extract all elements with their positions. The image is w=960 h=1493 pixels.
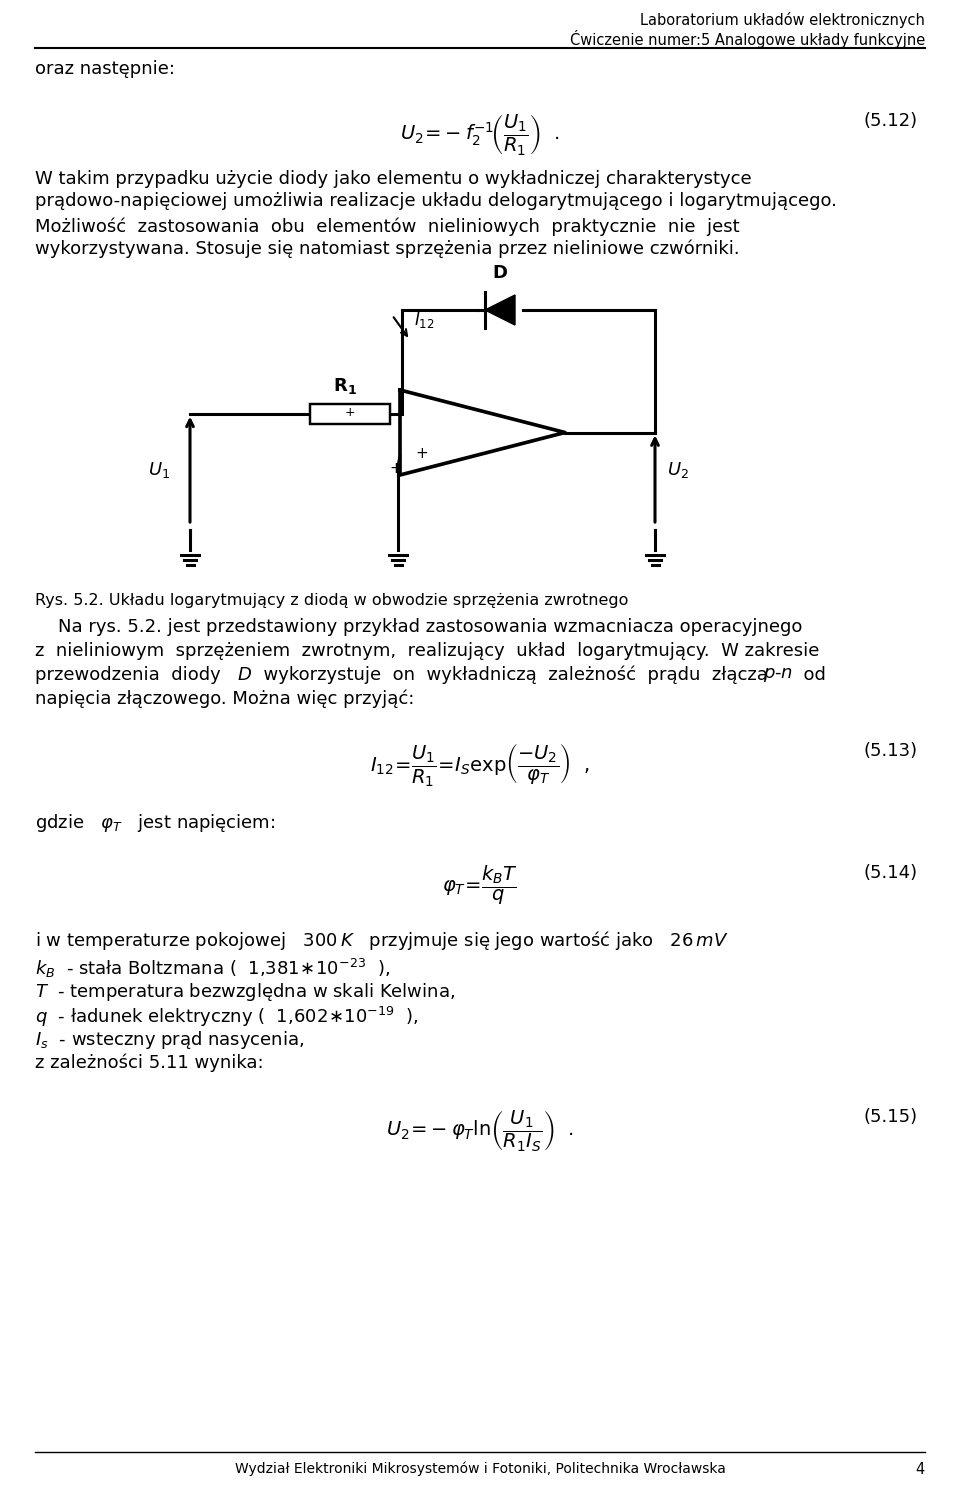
Bar	[310, 403, 390, 424]
Text: 4: 4	[916, 1462, 925, 1477]
Text: $q$  - ładunek elektryczny (  $1{,}602\!\ast\!10^{-19}$  ),: $q$ - ładunek elektryczny ( $1{,}602\!\a…	[35, 1005, 419, 1029]
Text: W takim przypadku użycie diody jako elementu o wykładniczej charakterystyce: W takim przypadku użycie diody jako elem…	[35, 170, 752, 188]
Text: $U_2$: $U_2$	[667, 460, 689, 481]
Text: D: D	[492, 264, 508, 282]
Text: (5.12): (5.12)	[864, 112, 918, 130]
Text: $U_2\!=\!-f_2^{-1}\!\left(\dfrac{U_1}{R_1}\right)$  .: $U_2\!=\!-f_2^{-1}\!\left(\dfrac{U_1}{R_…	[400, 112, 560, 157]
Text: z  nieliniowym  sprzężeniem  zwrotnym,  realizujący  układ  logarytmujący.  W za: z nieliniowym sprzężeniem zwrotnym, real…	[35, 642, 820, 660]
Text: od: od	[792, 666, 826, 684]
Text: Rys. 5.2. Układu logarytmujący z diodą w obwodzie sprzężenia zwrotnego: Rys. 5.2. Układu logarytmujący z diodą w…	[35, 593, 629, 608]
Text: prądowo-napięciowej umożliwia realizacje układu delogarytmującego i logarytmując: prądowo-napięciowej umożliwia realizacje…	[35, 193, 837, 211]
Text: $\varphi_T\!=\!\dfrac{k_B T}{q}$: $\varphi_T\!=\!\dfrac{k_B T}{q}$	[443, 864, 517, 908]
Text: wykorzystuje  on  wykładniczą  zależność  prądu  złącza: wykorzystuje on wykładniczą zależność pr…	[252, 666, 780, 684]
Text: +: +	[390, 461, 402, 476]
Text: +: +	[345, 406, 355, 420]
Polygon shape	[485, 296, 515, 325]
Text: $I_{12}$: $I_{12}$	[414, 311, 435, 330]
Text: $T$  - temperatura bezwzględna w skali Kelwina,: $T$ - temperatura bezwzględna w skali Ke…	[35, 981, 455, 1003]
Text: (5.15): (5.15)	[864, 1108, 918, 1126]
Text: przewodzenia  diody: przewodzenia diody	[35, 666, 232, 684]
Text: $I_s$  - wsteczny prąd nasycenia,: $I_s$ - wsteczny prąd nasycenia,	[35, 1029, 304, 1051]
Text: Wydział Elektroniki Mikrosystemów i Fotoniki, Politechnika Wrocławska: Wydział Elektroniki Mikrosystemów i Foto…	[234, 1462, 726, 1477]
Text: Ćwiczenie numer:5 Analogowe układy funkcyjne: Ćwiczenie numer:5 Analogowe układy funkc…	[569, 30, 925, 48]
Text: napięcia złączowego. Można więc przyjąć:: napięcia złączowego. Można więc przyjąć:	[35, 690, 415, 709]
Text: gdzie   $\varphi_T$   jest napięciem:: gdzie $\varphi_T$ jest napięciem:	[35, 812, 276, 835]
Text: $I_{12}\!=\!\dfrac{U_1}{R_1}\!=\!I_S\exp\!\left(\dfrac{-U_2}{\varphi_T}\right)$ : $I_{12}\!=\!\dfrac{U_1}{R_1}\!=\!I_S\exp…	[370, 742, 590, 790]
Text: z zależności 5.11 wynika:: z zależności 5.11 wynika:	[35, 1053, 264, 1072]
Text: Możliwość  zastosowania  obu  elementów  nieliniowych  praktycznie  nie  jest: Możliwość zastosowania obu elementów nie…	[35, 218, 739, 236]
Text: i w temperaturze pokojowej   $300\,K$   przyjmuje się jego wartość jako   $26\,m: i w temperaturze pokojowej $300\,K$ przy…	[35, 929, 729, 953]
Text: $\mathbf{R}_\mathbf{1}$: $\mathbf{R}_\mathbf{1}$	[333, 376, 357, 396]
Text: wykorzystywana. Stosuje się natomiast sprzężenia przez nieliniowe czwórniki.: wykorzystywana. Stosuje się natomiast sp…	[35, 240, 739, 258]
Text: $U_2\!=\!-\varphi_T\ln\!\left(\dfrac{U_1}{R_1 I_S}\right)$  .: $U_2\!=\!-\varphi_T\ln\!\left(\dfrac{U_1…	[386, 1108, 574, 1153]
Text: oraz następnie:: oraz następnie:	[35, 60, 175, 78]
Text: $U_1$: $U_1$	[148, 460, 170, 481]
Text: +: +	[416, 446, 428, 461]
Text: Laboratorium układów elektronicznych: Laboratorium układów elektronicznych	[640, 12, 925, 28]
Text: $k_B$  - stała Boltzmana (  $1{,}381\!\ast\!10^{-23}$  ),: $k_B$ - stała Boltzmana ( $1{,}381\!\ast…	[35, 957, 390, 979]
Text: Na rys. 5.2. jest przedstawiony przykład zastosowania wzmacniacza operacyjnego: Na rys. 5.2. jest przedstawiony przykład…	[35, 618, 803, 636]
Text: $D$: $D$	[237, 666, 252, 684]
Text: (5.13): (5.13)	[864, 742, 918, 760]
Text: $p$-$n$: $p$-$n$	[763, 666, 793, 684]
Text: (5.14): (5.14)	[864, 864, 918, 882]
